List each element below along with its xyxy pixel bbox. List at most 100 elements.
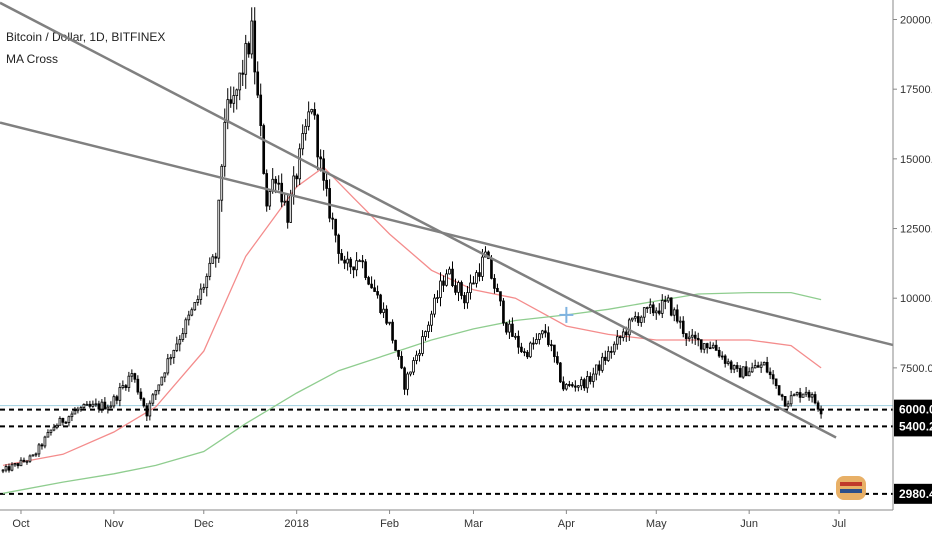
candle-174 [523,348,526,357]
candle-26 [79,406,83,412]
candle-116 [349,257,352,274]
candle-234 [702,343,706,354]
candle-221 [663,295,667,310]
candle-15 [46,429,50,438]
ma-line-1 [2,291,822,494]
candle-245 [735,362,739,373]
x-tick-label-2: Dec [194,518,214,530]
candle-164 [493,274,496,294]
y-tick-label-4: 10000.0 [900,293,932,305]
candle-207 [621,328,625,342]
candle-115 [346,251,349,271]
candle-136 [409,371,412,377]
candle-268 [804,387,808,397]
candle-154 [463,292,466,310]
candle-27 [82,403,86,411]
candle-222 [666,294,670,303]
candle-231 [693,331,697,345]
candle-144 [433,293,436,318]
candle-78 [235,88,239,110]
candle-202 [606,346,610,362]
candle-272 [816,400,820,412]
candle-60 [181,327,185,342]
candle-132 [397,349,400,360]
candle-86 [259,83,263,137]
candle-114 [343,255,346,270]
candle-200 [601,352,604,373]
candle-227 [681,316,685,338]
candle-240 [720,351,724,360]
candle-124 [373,279,376,292]
candle-125 [376,285,379,299]
candle-192 [577,385,580,392]
candle-239 [717,346,721,358]
candle-242 [726,358,730,366]
candle-17 [52,423,56,432]
candle-76 [229,86,233,108]
candle-184 [553,344,556,363]
candle-30 [91,400,95,408]
candle-138 [415,350,418,365]
candle-13 [40,443,44,450]
candle-128 [385,305,388,326]
candle-206 [618,335,622,345]
chart-title: Bitcoin / Dollar, 1D, BITFINEX [6,30,166,44]
candle-243 [729,359,733,374]
y-tick-label-3: 12500.0 [900,224,932,236]
candle-211 [633,311,637,322]
candle-135 [406,371,409,396]
candle-190 [571,382,574,388]
candle-80 [241,59,245,87]
candle-145 [436,290,439,304]
candle-123 [370,276,373,289]
candle-122 [367,275,370,286]
candle-238 [714,340,718,351]
candle-244 [732,364,736,374]
candle-7 [22,457,26,463]
candle-11 [34,452,38,457]
candle-52 [157,384,161,395]
candle-177 [532,337,535,350]
candle-165 [496,283,499,293]
candle-178 [535,333,538,345]
x-tick-label-8: Jun [740,518,758,530]
trendlines[interactable] [0,1,929,439]
candle-262 [786,400,790,409]
candle-66 [199,283,203,305]
candle-267 [801,393,805,398]
candle-158 [475,270,478,288]
candle-40 [121,380,125,390]
price-axis[interactable]: 20000.0 17500.0 15000.0 12500.0 10000.0 7500.… [892,0,932,510]
candle-179 [538,333,541,345]
candle-250 [750,362,754,373]
candle-51 [154,389,158,401]
candle-95 [286,194,290,229]
candle-249 [747,367,751,377]
candle-246 [738,365,742,378]
candle-151 [454,278,457,296]
candle-176 [529,341,532,359]
candle-253 [759,361,763,373]
candle-46 [139,388,143,401]
candle-39 [118,382,122,407]
candle-260 [780,393,784,401]
price-tag-label-2: 2980.4 [899,487,932,501]
candle-149 [448,266,451,275]
candle-121 [364,259,367,281]
candle-257 [771,370,775,385]
candle-49 [148,400,152,421]
candle-193 [580,376,583,391]
candle-254 [762,361,766,366]
candle-55 [166,353,170,376]
candle-41 [124,384,128,391]
candle-47 [142,397,146,408]
candle-133 [400,351,403,370]
candle-56 [169,354,173,366]
time-axis[interactable]: Oct Nov Dec 2018 Feb Mar Apr May Jun Jul [0,509,893,530]
candle-35 [106,404,110,414]
candle-5 [16,462,20,469]
candle-148 [445,269,448,287]
candle-8 [25,459,29,465]
